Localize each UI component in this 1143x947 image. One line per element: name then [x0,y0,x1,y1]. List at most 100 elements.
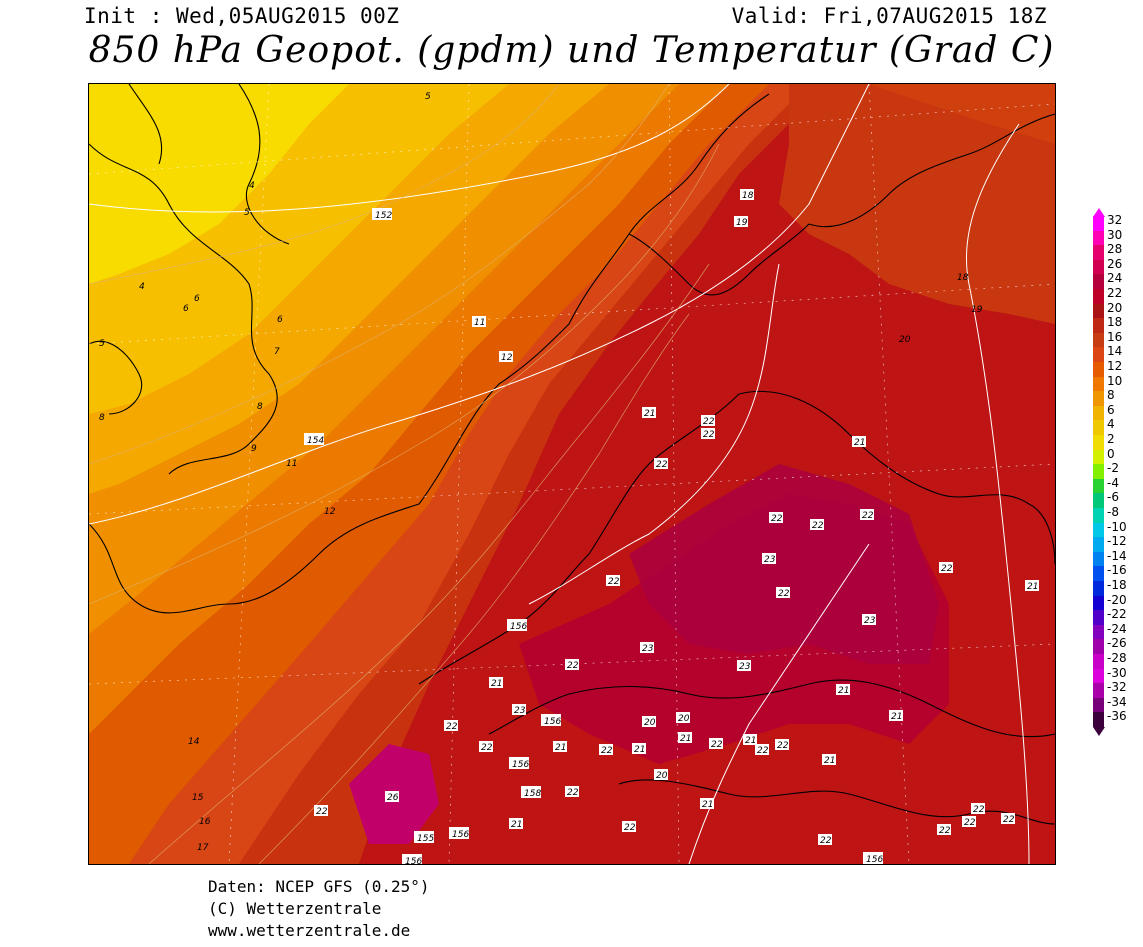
contour-label: 23 [514,706,526,716]
contour-label: 21 [680,734,691,744]
scale-swatch [1093,712,1104,727]
scale-label: -22 [1107,607,1127,622]
scale-label: 10 [1107,373,1123,388]
contour-label: 20 [656,771,668,781]
contour-label: 22 [567,661,579,671]
contour-label: 12 [324,507,336,517]
scale-label: 8 [1107,388,1115,403]
scale-label: -18 [1107,578,1127,592]
contour-label: 155 [417,834,434,844]
contour-label: 26 [387,793,399,803]
scale-swatch [1093,362,1104,377]
contour-label: 5 [425,92,431,102]
contour-label: 158 [524,789,541,799]
contour-label: 22 [1003,815,1015,825]
contour-label: 22 [446,722,458,732]
contour-label: 6 [277,315,283,325]
contour-label: 156 [452,830,469,840]
scale-swatch [1093,683,1104,698]
scale-label: 4 [1107,417,1115,432]
scale-label: -30 [1107,665,1127,680]
contour-label: 154 [307,436,324,446]
contour-label: 11 [286,459,297,469]
contour-label: 22 [862,511,874,521]
contour-label: 20 [899,335,911,345]
scale-label: -8 [1107,505,1119,519]
scale-label: -16 [1107,563,1127,578]
contour-label: 22 [757,746,769,756]
contour-label: 22 [964,818,976,828]
contour-label: 19 [971,305,983,315]
scale-swatch [1093,537,1104,552]
contour-label: 20 [644,718,656,728]
contour-label: 4 [249,181,255,191]
scale-swatch [1093,216,1104,231]
scale-swatch [1093,493,1104,508]
contour-label: 22 [778,589,790,599]
scale-label: -4 [1107,475,1119,490]
contour-label: 5 [99,339,105,349]
scale-label: 18 [1107,315,1123,330]
scale-swatch [1093,478,1104,494]
scale-label: 0 [1107,446,1115,461]
scale-swatch [1093,303,1104,319]
scale-swatch [1093,376,1104,392]
scale-label: 30 [1107,227,1123,242]
source-url[interactable]: www.wetterzentrale.de [208,921,411,940]
contour-label: 12 [501,353,513,363]
contour-label: 22 [656,460,668,470]
contour-label: 23 [864,616,876,626]
scale-swatch [1093,347,1104,362]
contour-label: 8 [99,413,105,423]
scale-swatch [1093,551,1104,567]
scale-label: -14 [1107,548,1127,563]
scale-swatch [1093,522,1104,538]
scale-label: 2 [1107,432,1115,446]
contour-label: 20 [678,714,690,724]
scale-label: -24 [1107,621,1127,636]
scale-swatch [1093,405,1104,421]
contour-label: 15 [192,793,204,803]
contour-label: 22 [777,741,789,751]
scale-label: -36 [1107,709,1127,724]
contour-label: 22 [941,564,953,574]
scale-swatch [1093,391,1104,406]
scale-swatch [1093,318,1104,333]
scale-label: 6 [1107,402,1115,417]
contour-label: 156 [866,855,883,864]
contour-label: 22 [624,823,636,833]
contour-label: 22 [973,805,985,815]
contour-label: 7 [274,347,280,357]
scale-swatch [1093,566,1104,581]
scale-label: 16 [1107,329,1123,344]
contour-label: 156 [510,622,527,632]
contour-label: 156 [405,857,422,864]
scale-label: -26 [1107,636,1127,651]
scale-label: -20 [1107,592,1127,607]
contour-label: 5 [244,208,250,218]
contour-label: 22 [812,521,824,531]
contour-label: 21 [491,679,502,689]
contour-label: 21 [1027,582,1038,592]
scale-bottom-arrow [1093,727,1105,736]
contour-label: 22 [939,826,951,836]
scale-swatch [1093,668,1104,684]
contour-label: 4 [139,282,145,292]
scale-label: -2 [1107,461,1119,476]
contour-label: 152 [375,211,392,221]
contour-label: 22 [703,430,715,440]
scale-swatch [1093,610,1104,625]
contour-label: 6 [194,294,200,304]
contour-label: 21 [854,438,865,448]
footer: Daten: NCEP GFS (0.25°) (C) Wetterzentra… [208,876,430,942]
contour-label: 22 [601,746,613,756]
contour-label: 22 [481,743,493,753]
contour-label: 18 [742,191,754,201]
contour-label: 19 [736,218,748,228]
contour-label: 21 [634,745,645,755]
scale-swatch [1093,435,1104,450]
scale-top-arrow [1093,208,1105,217]
scale-label: 32 [1107,213,1123,227]
contour-label: 23 [642,644,654,654]
contour-label: 16 [199,817,211,827]
